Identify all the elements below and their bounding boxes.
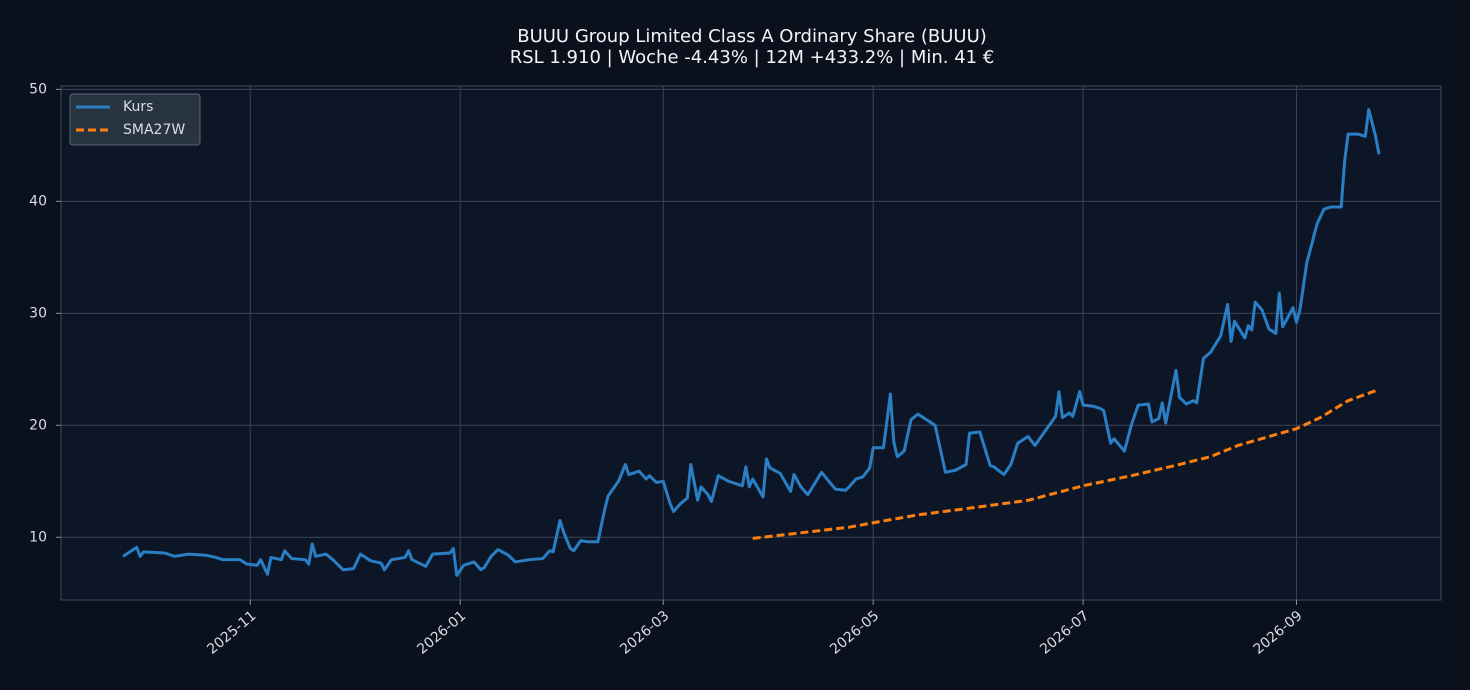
legend-label: Kurs xyxy=(123,99,153,115)
legend-label: SMA27W xyxy=(123,122,185,138)
chart-subtitle: RSL 1.910 | Woche -4.43% | 12M +433.2% |… xyxy=(510,47,995,68)
y-tick-label: 50 xyxy=(29,81,47,97)
line-series xyxy=(752,388,1380,540)
plot-area xyxy=(60,85,1442,601)
y-tick-label: 10 xyxy=(29,529,47,545)
line-series xyxy=(122,108,1381,577)
y-tick-label: 40 xyxy=(29,193,47,209)
chart-title: BUUU Group Limited Class A Ordinary Shar… xyxy=(517,26,987,47)
y-tick-label: 30 xyxy=(29,305,47,321)
y-tick-label: 20 xyxy=(29,417,47,433)
